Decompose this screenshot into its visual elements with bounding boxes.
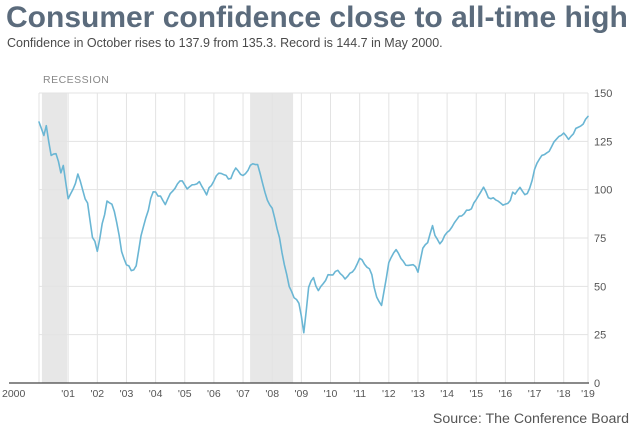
svg-text:'02: '02 [90, 388, 104, 400]
svg-text:'04: '04 [149, 388, 163, 400]
svg-text:25: 25 [594, 330, 606, 342]
svg-text:100: 100 [594, 185, 612, 197]
svg-text:RECESSION: RECESSION [43, 74, 109, 86]
svg-text:'09: '09 [295, 388, 309, 400]
svg-text:0: 0 [594, 378, 600, 390]
svg-text:150: 150 [594, 88, 612, 100]
svg-text:'15: '15 [469, 388, 483, 400]
svg-text:'05: '05 [178, 388, 192, 400]
svg-text:'18: '18 [557, 388, 571, 400]
svg-text:'01: '01 [61, 388, 75, 400]
svg-text:'17: '17 [528, 388, 542, 400]
svg-text:'06: '06 [207, 388, 221, 400]
svg-text:125: 125 [594, 136, 612, 148]
svg-text:'11: '11 [353, 388, 366, 400]
svg-text:2000: 2000 [2, 388, 26, 400]
svg-text:'07: '07 [236, 388, 250, 400]
svg-text:'16: '16 [499, 388, 513, 400]
svg-text:'13: '13 [411, 388, 425, 400]
svg-text:'14: '14 [440, 388, 454, 400]
svg-text:50: 50 [594, 281, 606, 293]
svg-text:'10: '10 [324, 388, 338, 400]
svg-text:'08: '08 [265, 388, 279, 400]
svg-text:75: 75 [594, 233, 606, 245]
svg-text:'19: '19 [581, 388, 595, 400]
svg-text:'03: '03 [120, 388, 134, 400]
svg-text:'12: '12 [382, 388, 396, 400]
